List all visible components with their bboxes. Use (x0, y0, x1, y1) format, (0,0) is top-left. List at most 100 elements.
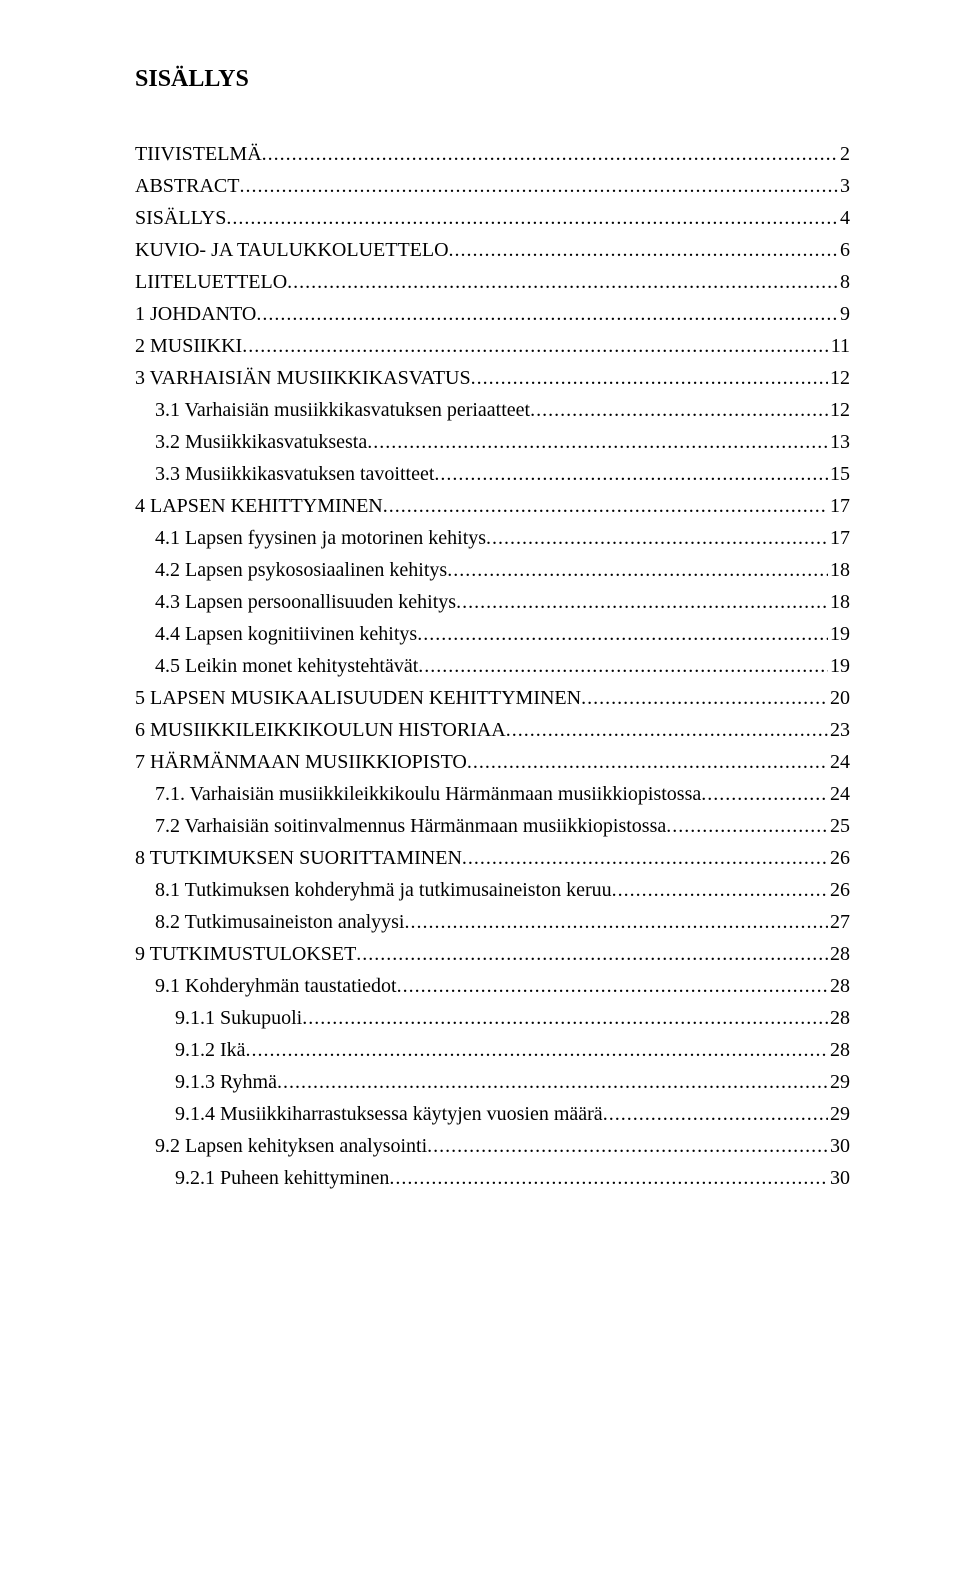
toc-entry-page: 8 (838, 266, 850, 298)
toc-entry: LIITELUETTELO...........................… (135, 266, 850, 298)
toc-entry-leader: ........................................… (262, 138, 838, 170)
toc-entry-leader: ........................................… (506, 714, 828, 746)
toc-entry-label: 4.4 Lapsen kognitiivinen kehitys (155, 618, 417, 650)
toc-entry-leader: ........................................… (666, 810, 828, 842)
toc-entry-page: 19 (828, 618, 850, 650)
toc-entry-label: 2 MUSIIKKI (135, 330, 242, 362)
toc-entry-leader: ........................................… (404, 906, 828, 938)
toc-entry-page: 3 (838, 170, 850, 202)
toc-entry-page: 2 (838, 138, 850, 170)
toc-entry-leader: ........................................… (701, 778, 828, 810)
toc-entry: 9.2 Lapsen kehityksen analysointi.......… (135, 1130, 850, 1162)
toc-entry-label: 4.2 Lapsen psykososiaalinen kehitys (155, 554, 447, 586)
toc-entry-page: 12 (828, 394, 850, 426)
toc-entry: 8.2 Tutkimusaineiston analyysi..........… (135, 906, 850, 938)
toc-entry-label: 9.1 Kohderyhmän taustatiedot (155, 970, 397, 1002)
toc-entry: 6 MUSIIKKILEIKKIKOULUN HISTORIAA........… (135, 714, 850, 746)
toc-entry: 4.4 Lapsen kognitiivinen kehitys........… (135, 618, 850, 650)
toc-entry-page: 18 (828, 586, 850, 618)
toc-entry: 9.1.4 Musiikkiharrastuksessa käytyjen vu… (135, 1098, 850, 1130)
toc-entry-leader: ........................................… (277, 1066, 828, 1098)
toc-entry: 3.3 Musiikkikasvatuksen tavoitteet......… (135, 458, 850, 490)
toc-entry: 4.5 Leikin monet kehitystehtävät........… (135, 650, 850, 682)
toc-entry-leader: ........................................… (287, 266, 838, 298)
toc-entry-label: 3.2 Musiikkikasvatuksesta (155, 426, 367, 458)
toc-entry-page: 4 (838, 202, 850, 234)
toc-entry-label: TIIVISTELMÄ (135, 138, 262, 170)
toc-entry-page: 13 (828, 426, 850, 458)
toc-entry: 9.1.1 Sukupuoli.........................… (135, 1002, 850, 1034)
toc-entry-label: 4 LAPSEN KEHITTYMINEN (135, 490, 383, 522)
toc-entry-label: 8 TUTKIMUKSEN SUORITTAMINEN (135, 842, 462, 874)
toc-entry-label: 9.1.3 Ryhmä (175, 1066, 277, 1098)
toc-entry-label: 8.2 Tutkimusaineiston analyysi (155, 906, 404, 938)
toc-entry-leader: ........................................… (239, 170, 838, 202)
toc-entry-leader: ........................................… (367, 426, 828, 458)
toc-entry-page: 30 (828, 1130, 850, 1162)
toc-entry-label: 8.1 Tutkimuksen kohderyhmä ja tutkimusai… (155, 874, 612, 906)
toc-entry: 5 LAPSEN MUSIKAALISUUDEN KEHITTYMINEN...… (135, 682, 850, 714)
toc-entry-label: 9.1.2 Ikä (175, 1034, 246, 1066)
toc-entry: 7.1. Varhaisiän musiikkileikkikoulu Härm… (135, 778, 850, 810)
toc-entry-leader: ........................................… (603, 1098, 828, 1130)
toc-entry: 4 LAPSEN KEHITTYMINEN...................… (135, 490, 850, 522)
toc-entry-page: 25 (828, 810, 850, 842)
toc-entry-leader: ........................................… (434, 458, 828, 490)
table-of-contents: TIIVISTELMÄ.............................… (135, 138, 850, 1194)
toc-entry-label: ABSTRACT (135, 170, 239, 202)
toc-entry-page: 28 (828, 970, 850, 1002)
toc-entry: 4.3 Lapsen persoonallisuuden kehitys....… (135, 586, 850, 618)
toc-entry: 3.2 Musiikkikasvatuksesta...............… (135, 426, 850, 458)
toc-entry: 9.1 Kohderyhmän taustatiedot............… (135, 970, 850, 1002)
toc-entry-label: KUVIO- JA TAULUKKOLUETTELO (135, 234, 449, 266)
toc-entry-leader: ........................................… (356, 938, 828, 970)
toc-entry-page: 28 (828, 938, 850, 970)
toc-entry-label: 9.1.4 Musiikkiharrastuksessa käytyjen vu… (175, 1098, 603, 1130)
toc-entry-page: 28 (828, 1002, 850, 1034)
toc-entry-page: 19 (828, 650, 850, 682)
toc-entry-leader: ........................................… (471, 362, 828, 394)
toc-entry-page: 17 (828, 490, 850, 522)
toc-entry-page: 17 (828, 522, 850, 554)
toc-entry-leader: ........................................… (427, 1130, 828, 1162)
toc-entry-page: 20 (828, 682, 850, 714)
toc-entry-label: 3.3 Musiikkikasvatuksen tavoitteet (155, 458, 434, 490)
toc-entry-label: 6 MUSIIKKILEIKKIKOULUN HISTORIAA (135, 714, 506, 746)
toc-entry-label: 7.2 Varhaisiän soitinvalmennus Härmänmaa… (155, 810, 666, 842)
toc-entry: 4.2 Lapsen psykososiaalinen kehitys.....… (135, 554, 850, 586)
toc-entry: 9.1.2 Ikä...............................… (135, 1034, 850, 1066)
toc-entry-label: LIITELUETTELO (135, 266, 287, 298)
toc-entry-leader: ........................................… (246, 1034, 828, 1066)
toc-entry-page: 29 (828, 1066, 850, 1098)
toc-entry-label: 7.1. Varhaisiän musiikkileikkikoulu Härm… (155, 778, 701, 810)
toc-entry: KUVIO- JA TAULUKKOLUETTELO..............… (135, 234, 850, 266)
toc-entry: 8 TUTKIMUKSEN SUORITTAMINEN.............… (135, 842, 850, 874)
toc-entry-label: 9.1.1 Sukupuoli (175, 1002, 302, 1034)
toc-entry-page: 11 (829, 330, 850, 362)
toc-entry-leader: ........................................… (418, 650, 828, 682)
toc-entry: 2 MUSIIKKI..............................… (135, 330, 850, 362)
toc-entry-leader: ........................................… (462, 842, 828, 874)
toc-entry-leader: ........................................… (447, 554, 828, 586)
toc-entry-leader: ........................................… (242, 330, 829, 362)
toc-entry: 3 VARHAISIÄN MUSIIKKIKASVATUS...........… (135, 362, 850, 394)
toc-entry-page: 9 (838, 298, 850, 330)
toc-entry-page: 27 (828, 906, 850, 938)
toc-entry: 1 JOHDANTO..............................… (135, 298, 850, 330)
toc-entry-leader: ........................................… (383, 490, 828, 522)
toc-entry-leader: ........................................… (449, 234, 838, 266)
toc-entry-page: 15 (828, 458, 850, 490)
toc-entry-label: 9.2.1 Puheen kehittyminen (175, 1162, 389, 1194)
toc-entry-label: SISÄLLYS (135, 202, 226, 234)
toc-entry-page: 24 (828, 778, 850, 810)
toc-entry-label: 1 JOHDANTO (135, 298, 256, 330)
toc-entry-leader: ........................................… (417, 618, 828, 650)
toc-entry-label: 3.1 Varhaisiän musiikkikasvatuksen peria… (155, 394, 530, 426)
toc-entry-page: 23 (828, 714, 850, 746)
toc-entry-label: 4.1 Lapsen fyysinen ja motorinen kehitys (155, 522, 486, 554)
toc-entry-leader: ........................................… (226, 202, 838, 234)
toc-entry-page: 26 (828, 842, 850, 874)
toc-entry: TIIVISTELMÄ.............................… (135, 138, 850, 170)
toc-entry-leader: ........................................… (612, 874, 828, 906)
toc-entry: 7.2 Varhaisiän soitinvalmennus Härmänmaa… (135, 810, 850, 842)
